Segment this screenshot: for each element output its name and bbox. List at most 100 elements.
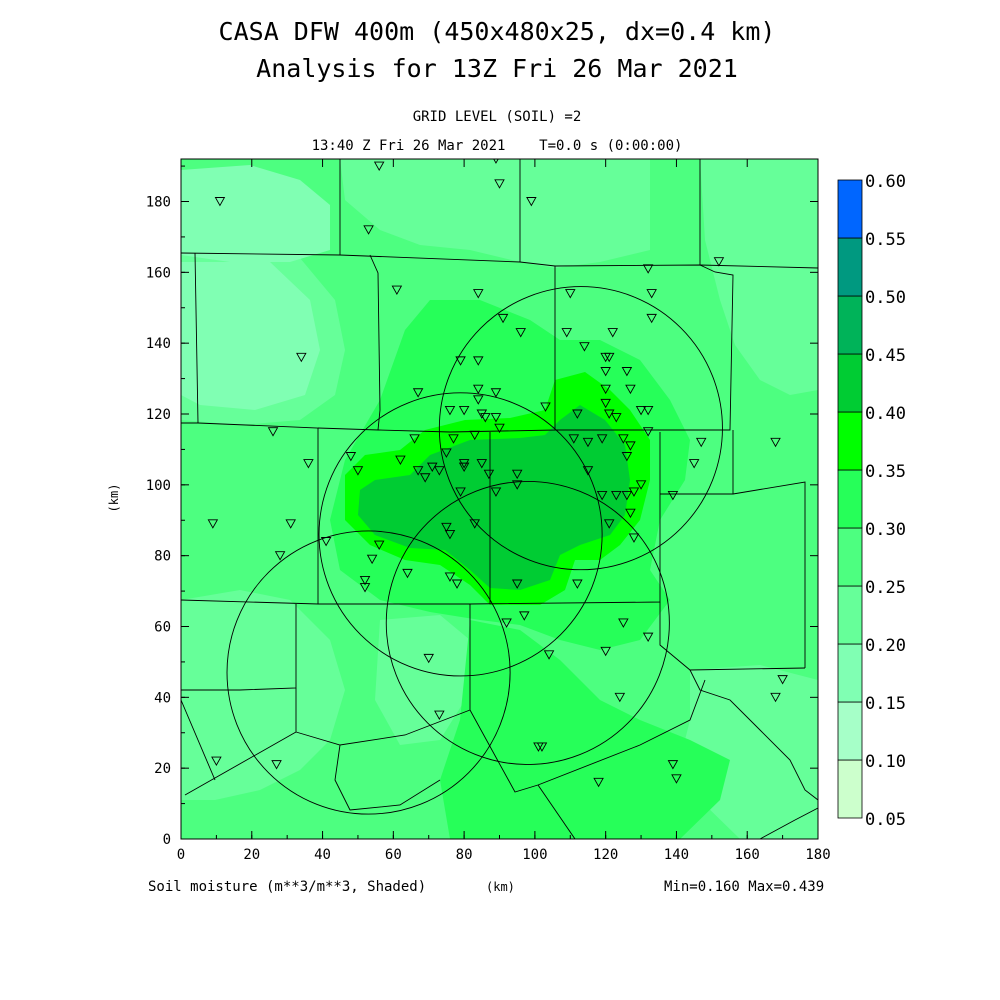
x-tick-label: 40 (314, 847, 331, 863)
station-marker (472, 356, 484, 366)
station-marker (614, 692, 626, 703)
station-marker (511, 579, 523, 589)
y-tick-label: 40 (154, 690, 171, 706)
station-marker (671, 774, 682, 784)
station-marker (515, 328, 527, 338)
station-marker (490, 413, 502, 423)
station-marker (419, 473, 431, 483)
station-marker (501, 618, 512, 628)
station-marker (296, 352, 307, 363)
radar-range-circles (226, 286, 723, 815)
colorbar-swatch (837, 585, 863, 645)
station-marker (667, 491, 679, 501)
x-tick-label: 120 (593, 847, 618, 863)
station-marker (434, 466, 445, 476)
colorbar-swatch (837, 759, 863, 819)
station-marker (494, 423, 505, 434)
station-marker (274, 551, 286, 561)
station-marker (373, 540, 385, 550)
station-marker (618, 618, 629, 628)
station-marker (600, 384, 611, 395)
x-tick-label: 160 (735, 847, 760, 863)
station-marker (494, 179, 505, 189)
colorbar-label: 0.35 (865, 462, 906, 482)
station-marker (373, 161, 385, 172)
station-marker (352, 466, 364, 476)
colorbar-swatch (837, 643, 863, 703)
station-marker (646, 289, 657, 299)
colorbar-swatch (837, 179, 863, 239)
radar-circle (318, 392, 603, 677)
station-marker (635, 406, 647, 416)
station-marker (480, 413, 491, 423)
station-marker (770, 437, 781, 448)
station-marker (472, 289, 484, 299)
station-marker (472, 395, 484, 405)
map-plot-area (181, 159, 818, 839)
station-marker (476, 459, 488, 469)
station-marker (267, 427, 279, 437)
station-marker (600, 646, 611, 657)
field-region-0.20-mid (375, 615, 470, 745)
station-marker (625, 508, 636, 519)
station-marker (603, 519, 615, 529)
y-tick-label: 60 (154, 620, 171, 636)
station-marker (579, 342, 590, 352)
station-marker (511, 469, 523, 480)
station-marker (451, 579, 463, 589)
field-region-0.20-top (181, 159, 650, 268)
station-marker (540, 402, 551, 412)
station-marker (777, 675, 788, 685)
colorbar-swatch (837, 469, 863, 529)
station-marker (600, 398, 611, 409)
station-marker (444, 406, 456, 416)
station-marker (611, 413, 622, 423)
county-boundaries (181, 159, 818, 839)
field-region-0.40 (358, 405, 630, 590)
colorbar-swatch (837, 527, 863, 587)
station-marker (625, 441, 636, 451)
colorbar-label: 0.15 (865, 694, 906, 714)
station-marker (603, 409, 615, 419)
station-marker (497, 313, 509, 324)
station-marker (469, 430, 480, 441)
y-tick-label: 20 (154, 761, 171, 777)
footer-min-max: Min=0.160 Max=0.439 (664, 879, 824, 895)
radar-circle (438, 286, 723, 571)
colorbar-label: 0.45 (865, 346, 906, 366)
station-marker (519, 611, 530, 621)
station-marker (363, 225, 374, 235)
colorbar-label: 0.25 (865, 578, 906, 598)
soil-moisture-field (181, 159, 818, 839)
station-marker (448, 434, 459, 444)
station-marker (646, 313, 657, 324)
y-tick-label: 0 (163, 832, 171, 848)
station-marker (611, 491, 622, 501)
station-marker (572, 409, 583, 419)
subtitle-grid-level: GRID LEVEL (SOIL) =2 (413, 109, 582, 125)
field-region-0.20-right (700, 159, 818, 395)
station-marker (572, 579, 583, 589)
station-marker (455, 356, 466, 366)
colorbar-swatch (837, 237, 863, 297)
radar-circle (385, 480, 670, 765)
x-tick-label: 0 (177, 847, 185, 863)
x-tick-label: 140 (664, 847, 689, 863)
colorbar-swatch (837, 701, 863, 761)
station-marker (271, 760, 282, 770)
station-marker (568, 434, 580, 444)
station-marker (483, 469, 495, 480)
station-marker (285, 519, 296, 529)
footer-variable-label: Soil moisture (m**3/m**3, Shaded) (148, 879, 426, 895)
station-marker (441, 522, 452, 533)
station-marker (490, 388, 502, 398)
station-marker (214, 197, 226, 207)
station-marker (642, 264, 654, 274)
y-tick-label: 180 (146, 195, 171, 211)
station-marker (423, 653, 434, 664)
station-marker (476, 409, 488, 419)
y-tick-label: 140 (146, 336, 171, 352)
station-marker (621, 367, 633, 377)
x-axis-label: (km) (486, 880, 515, 894)
station-marker (642, 632, 654, 643)
